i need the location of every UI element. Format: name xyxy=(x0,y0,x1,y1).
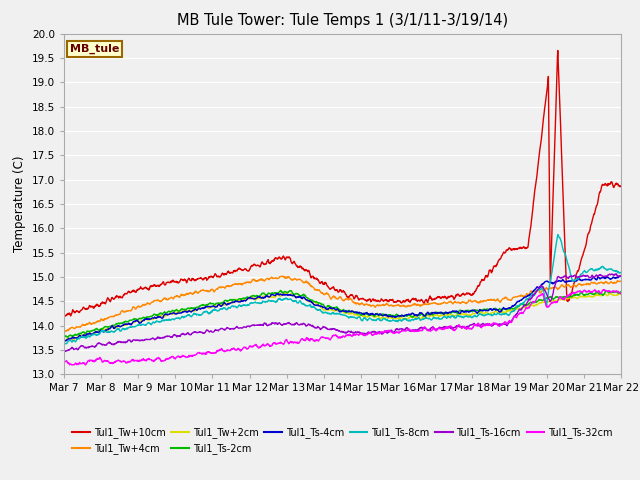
Tul1_Tw+10cm xyxy=(62,313,70,319)
Tul1_Ts-8cm xyxy=(312,306,320,312)
Tul1_Tw+2cm xyxy=(71,336,79,341)
Tul1_Ts-32cm xyxy=(69,362,77,368)
Tul1_Ts-32cm xyxy=(582,288,589,293)
Line: Tul1_Tw+4cm: Tul1_Tw+4cm xyxy=(64,276,621,332)
Tul1_Tw+10cm xyxy=(554,48,562,53)
Tul1_Tw+4cm xyxy=(582,281,589,287)
Tul1_Ts-16cm xyxy=(617,273,625,278)
Tul1_Ts-2cm xyxy=(276,288,284,293)
Tul1_Ts-4cm xyxy=(617,274,625,279)
Tul1_Ts-32cm xyxy=(160,358,168,363)
Tul1_Ts-4cm xyxy=(62,338,70,344)
Tul1_Ts-32cm xyxy=(600,287,608,292)
Line: Tul1_Ts-4cm: Tul1_Ts-4cm xyxy=(64,276,621,341)
Tul1_Tw+4cm xyxy=(71,325,79,331)
Tul1_Tw+4cm xyxy=(160,296,168,301)
Tul1_Tw+2cm xyxy=(60,338,68,344)
Tul1_Ts-8cm xyxy=(617,270,625,276)
Tul1_Ts-2cm xyxy=(160,310,168,316)
Tul1_Ts-16cm xyxy=(346,328,353,334)
Tul1_Ts-2cm xyxy=(346,308,353,314)
Tul1_Tw+2cm xyxy=(582,293,589,299)
Tul1_Tw+10cm xyxy=(346,294,353,300)
Tul1_Ts-4cm xyxy=(444,310,452,315)
Text: MB_tule: MB_tule xyxy=(70,44,119,54)
Tul1_Ts-4cm xyxy=(312,302,320,308)
Tul1_Tw+10cm xyxy=(582,243,589,249)
Tul1_Tw+4cm xyxy=(61,329,69,335)
Tul1_Ts-4cm xyxy=(582,277,589,283)
Line: Tul1_Ts-2cm: Tul1_Ts-2cm xyxy=(64,290,621,338)
Tul1_Tw+4cm xyxy=(312,287,320,293)
Tul1_Tw+4cm xyxy=(445,299,452,305)
Tul1_Ts-2cm xyxy=(70,332,78,338)
Tul1_Tw+10cm xyxy=(60,313,68,319)
Tul1_Ts-16cm xyxy=(160,334,168,340)
Tul1_Tw+2cm xyxy=(282,290,290,296)
Tul1_Ts-2cm xyxy=(582,292,589,298)
Tul1_Ts-4cm xyxy=(71,335,79,341)
Tul1_Ts-32cm xyxy=(444,324,452,330)
Tul1_Ts-8cm xyxy=(554,232,562,238)
Title: MB Tule Tower: Tule Temps 1 (3/1/11-3/19/14): MB Tule Tower: Tule Temps 1 (3/1/11-3/19… xyxy=(177,13,508,28)
Tul1_Ts-16cm xyxy=(444,324,452,330)
Tul1_Ts-4cm xyxy=(346,309,353,315)
Tul1_Ts-16cm xyxy=(312,325,320,331)
Tul1_Tw+4cm xyxy=(346,296,353,302)
Tul1_Tw+10cm xyxy=(617,183,625,189)
Tul1_Ts-4cm xyxy=(160,312,168,318)
Tul1_Tw+4cm xyxy=(278,273,285,279)
Tul1_Ts-8cm xyxy=(71,338,79,344)
Tul1_Ts-8cm xyxy=(60,340,68,346)
Tul1_Tw+10cm xyxy=(444,294,452,300)
Tul1_Ts-16cm xyxy=(60,348,68,354)
Line: Tul1_Ts-32cm: Tul1_Ts-32cm xyxy=(64,289,621,365)
Tul1_Ts-8cm xyxy=(62,341,70,347)
Tul1_Ts-16cm xyxy=(582,273,589,278)
Tul1_Tw+4cm xyxy=(617,278,625,284)
Tul1_Tw+4cm xyxy=(60,328,68,334)
Tul1_Ts-2cm xyxy=(444,310,452,316)
Tul1_Ts-8cm xyxy=(582,269,589,275)
Tul1_Tw+10cm xyxy=(312,276,320,281)
Tul1_Tw+2cm xyxy=(445,312,452,317)
Tul1_Ts-32cm xyxy=(71,361,79,367)
Tul1_Ts-2cm xyxy=(60,335,68,341)
Tul1_Ts-8cm xyxy=(346,314,353,320)
Tul1_Tw+10cm xyxy=(160,280,168,286)
Tul1_Ts-8cm xyxy=(160,318,168,324)
Tul1_Tw+2cm xyxy=(617,291,625,297)
Tul1_Ts-2cm xyxy=(312,299,320,304)
Tul1_Ts-2cm xyxy=(617,289,625,295)
Y-axis label: Temperature (C): Temperature (C) xyxy=(13,156,26,252)
Tul1_Ts-32cm xyxy=(346,332,353,337)
Tul1_Ts-32cm xyxy=(312,337,320,343)
Line: Tul1_Tw+10cm: Tul1_Tw+10cm xyxy=(64,50,621,316)
Tul1_Ts-4cm xyxy=(616,273,624,279)
Line: Tul1_Ts-16cm: Tul1_Ts-16cm xyxy=(64,274,621,351)
Tul1_Ts-32cm xyxy=(617,291,625,297)
Tul1_Ts-16cm xyxy=(612,271,620,276)
Tul1_Tw+2cm xyxy=(61,338,68,344)
Tul1_Tw+2cm xyxy=(312,301,320,307)
Tul1_Tw+2cm xyxy=(346,311,353,317)
Tul1_Ts-16cm xyxy=(71,346,79,352)
Tul1_Ts-4cm xyxy=(60,337,68,343)
Tul1_Ts-16cm xyxy=(62,348,70,354)
Legend: Tul1_Tw+10cm, Tul1_Tw+4cm, Tul1_Tw+2cm, Tul1_Ts-2cm, Tul1_Ts-4cm, Tul1_Ts-8cm, T: Tul1_Tw+10cm, Tul1_Tw+4cm, Tul1_Tw+2cm, … xyxy=(68,423,616,458)
Line: Tul1_Ts-8cm: Tul1_Ts-8cm xyxy=(64,235,621,344)
Tul1_Ts-8cm xyxy=(444,313,452,319)
Line: Tul1_Tw+2cm: Tul1_Tw+2cm xyxy=(64,293,621,341)
Tul1_Tw+10cm xyxy=(71,310,79,316)
Tul1_Ts-32cm xyxy=(60,359,68,365)
Tul1_Tw+2cm xyxy=(160,314,168,320)
